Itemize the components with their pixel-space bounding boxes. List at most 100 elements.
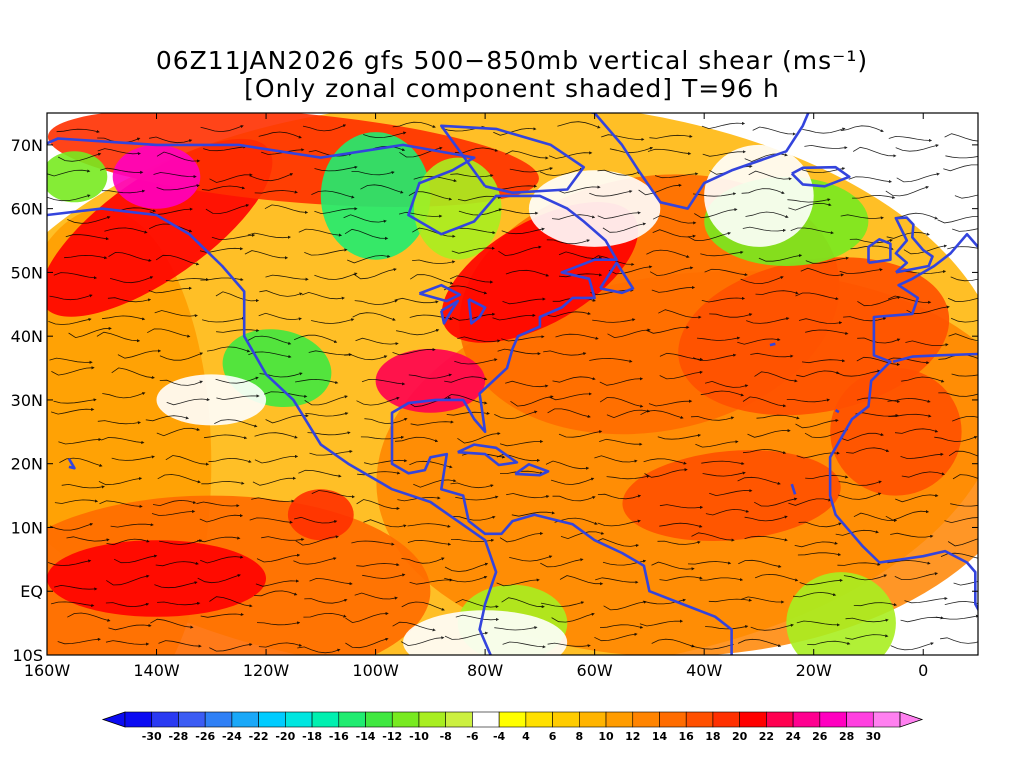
streamline bbox=[159, 379, 203, 386]
streamline bbox=[65, 234, 110, 241]
streamline bbox=[540, 558, 584, 568]
streamline bbox=[638, 183, 682, 196]
colorbar-swatch bbox=[204, 711, 233, 728]
streamline bbox=[355, 337, 399, 346]
colorbar-swatch bbox=[712, 711, 740, 728]
streamline bbox=[552, 376, 596, 383]
streamline bbox=[801, 359, 846, 364]
streamline bbox=[457, 336, 501, 343]
coastline bbox=[892, 352, 978, 363]
streamline bbox=[249, 173, 294, 182]
streamline bbox=[694, 208, 738, 219]
streamline bbox=[602, 222, 647, 233]
streamline bbox=[305, 412, 349, 417]
streamline bbox=[651, 638, 695, 648]
streamline bbox=[107, 297, 152, 303]
streamline bbox=[199, 513, 244, 523]
streamline bbox=[557, 121, 601, 129]
streamline bbox=[640, 410, 684, 419]
streamline bbox=[47, 559, 92, 566]
streamline bbox=[887, 397, 931, 403]
streamline bbox=[309, 577, 353, 586]
streamline bbox=[298, 228, 343, 237]
colorbar-label: 20 bbox=[732, 730, 748, 743]
streamline bbox=[592, 318, 636, 323]
streamline bbox=[108, 623, 152, 631]
streamline bbox=[344, 228, 389, 240]
streamline bbox=[353, 268, 397, 280]
streamline bbox=[151, 509, 196, 516]
streamline bbox=[345, 612, 389, 624]
streamline bbox=[652, 229, 696, 238]
streamline bbox=[362, 573, 406, 579]
streamline bbox=[399, 211, 443, 218]
streamline bbox=[546, 239, 591, 245]
streamline bbox=[67, 612, 111, 622]
streamline bbox=[799, 578, 843, 586]
colorbar-swatch bbox=[846, 711, 874, 728]
streamline bbox=[311, 190, 355, 199]
streamline bbox=[360, 435, 405, 440]
lat-tick-label: 30N bbox=[11, 391, 43, 410]
shade-region bbox=[786, 572, 896, 655]
streamline bbox=[648, 399, 693, 407]
colorbar-label: -24 bbox=[222, 730, 242, 743]
streamline bbox=[895, 144, 939, 152]
streamline bbox=[950, 317, 978, 323]
streamline bbox=[835, 529, 879, 536]
coastline bbox=[587, 113, 810, 210]
streamline bbox=[304, 248, 348, 256]
coastline bbox=[828, 232, 978, 612]
streamline bbox=[156, 184, 200, 191]
streamline bbox=[357, 471, 401, 476]
streamline bbox=[505, 380, 549, 388]
streamline bbox=[589, 357, 633, 363]
streamline bbox=[258, 131, 302, 139]
coastline bbox=[47, 137, 618, 434]
streamline bbox=[755, 290, 799, 295]
streamline bbox=[409, 274, 454, 285]
colorbar-label: -4 bbox=[493, 730, 506, 743]
streamline bbox=[839, 268, 883, 274]
streamline bbox=[848, 176, 893, 184]
streamline bbox=[408, 373, 453, 379]
colorbar-label: 12 bbox=[625, 730, 640, 743]
streamline bbox=[510, 395, 554, 407]
streamline bbox=[740, 276, 784, 285]
streamline bbox=[846, 447, 890, 454]
shade-region bbox=[413, 157, 502, 260]
streamline bbox=[609, 146, 654, 154]
streamline bbox=[412, 227, 456, 238]
streamline bbox=[659, 504, 704, 509]
streamline bbox=[394, 436, 439, 443]
streamline bbox=[954, 194, 978, 199]
shade-region bbox=[375, 348, 486, 413]
colorbar-swatch bbox=[365, 711, 393, 728]
streamline bbox=[595, 577, 639, 584]
streamline bbox=[311, 318, 355, 324]
lon-tick-label: 100W bbox=[352, 661, 399, 680]
streamline bbox=[597, 169, 641, 176]
streamline bbox=[363, 131, 407, 139]
streamline bbox=[737, 638, 782, 648]
streamline bbox=[905, 340, 949, 347]
streamline bbox=[293, 334, 338, 343]
streamline bbox=[252, 476, 297, 486]
streamline bbox=[351, 171, 395, 176]
streamline bbox=[454, 358, 498, 365]
colorbar-swatch bbox=[872, 711, 901, 728]
streamline bbox=[256, 553, 301, 563]
streamline bbox=[597, 493, 642, 500]
colorbar-swatch bbox=[525, 711, 553, 728]
streamline bbox=[108, 251, 152, 262]
streamline bbox=[951, 373, 978, 377]
streamline bbox=[157, 601, 201, 606]
streamline bbox=[196, 501, 240, 508]
streamline bbox=[59, 457, 103, 467]
streamline bbox=[343, 214, 387, 223]
streamline bbox=[205, 204, 250, 214]
streamline bbox=[247, 335, 292, 345]
streamline bbox=[203, 145, 247, 152]
streamline bbox=[247, 232, 292, 239]
shade-region bbox=[287, 489, 354, 541]
